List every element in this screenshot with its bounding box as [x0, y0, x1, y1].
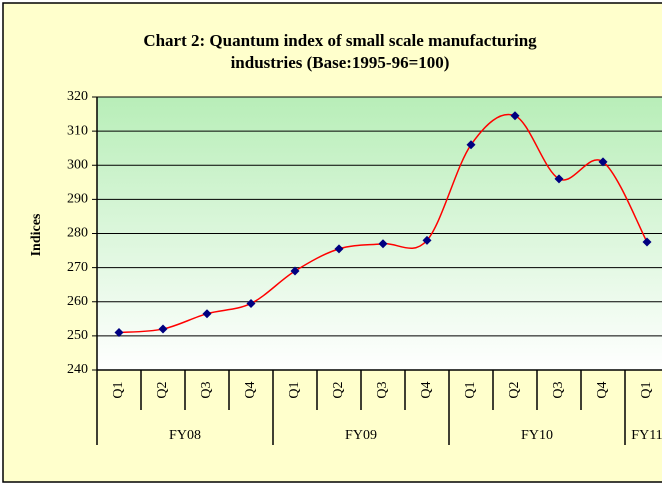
x-tick-label: Q3: [375, 381, 390, 398]
y-tick-label: 310: [67, 123, 88, 138]
group-label: FY08: [169, 428, 201, 443]
marker: [554, 174, 564, 184]
group-label: FY10: [521, 428, 553, 443]
x-tick-label: Q3: [551, 381, 566, 398]
x-tick-label: Q4: [419, 381, 434, 398]
x-tick-label: Q3: [199, 381, 214, 398]
x-tick-label: Q2: [507, 381, 522, 398]
marker: [158, 324, 168, 334]
y-tick-label: 320: [67, 89, 88, 104]
marker: [114, 327, 124, 337]
marker: [598, 157, 608, 167]
marker: [510, 111, 520, 121]
group-label: FY11: [631, 428, 662, 443]
y-tick-label: 250: [67, 328, 88, 343]
marker: [202, 309, 212, 319]
marker: [466, 140, 476, 150]
marker: [246, 298, 256, 308]
x-tick-label: Q1: [111, 381, 126, 398]
x-tick-label: Q4: [595, 381, 610, 398]
marker: [334, 244, 344, 254]
y-axis-label: Indices: [29, 213, 44, 256]
y-tick-label: 300: [67, 157, 88, 172]
marker: [642, 237, 652, 247]
y-tick-label: 280: [67, 226, 88, 241]
y-tick-label: 290: [67, 192, 88, 207]
y-tick-label: 240: [67, 362, 88, 377]
x-tick-label: Q2: [331, 381, 346, 398]
x-tick-label: Q1: [463, 381, 478, 398]
y-tick-label: 260: [67, 294, 88, 309]
marker: [422, 235, 432, 245]
y-tick-label: 270: [67, 260, 88, 275]
x-tick-label: Q1: [639, 381, 654, 398]
marker: [290, 266, 300, 276]
x-tick-label: Q1: [287, 381, 302, 398]
group-label: FY09: [345, 428, 377, 443]
x-tick-label: Q4: [243, 381, 258, 398]
chart-title: Chart 2: Quantum index of small scale ma…: [143, 31, 537, 50]
x-tick-label: Q2: [155, 381, 170, 398]
marker: [378, 239, 388, 249]
chart-title: industries (Base:1995-96=100): [231, 53, 450, 72]
